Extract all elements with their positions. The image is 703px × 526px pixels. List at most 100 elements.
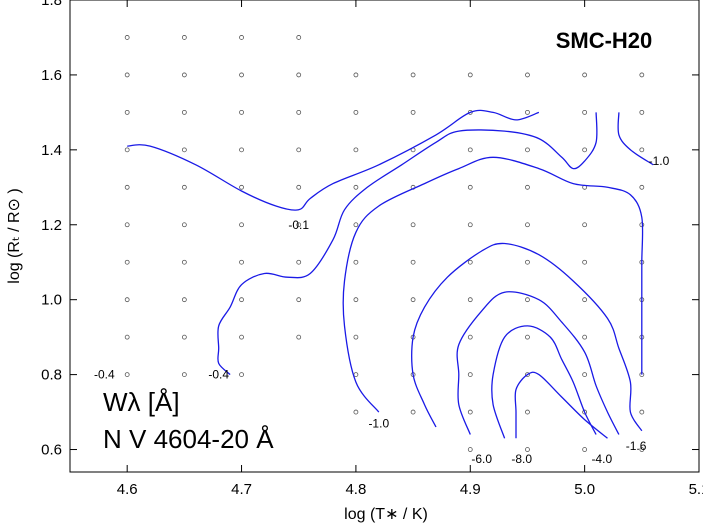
- contour-line: [514, 371, 608, 439]
- model-point: [467, 409, 473, 415]
- axis-ticks: 4.6 4.7 4.8 4.9 5.0 5.1 0.6 0.8 1.0 1.2 1.4 1.6 1.8: [41, 0, 703, 498]
- model-point: [296, 184, 302, 190]
- model-point: [410, 222, 416, 228]
- model-point: [639, 409, 645, 415]
- model-point: [467, 184, 473, 190]
- contour-label: -6.0: [471, 452, 492, 466]
- x-tick-label: 5.1: [689, 481, 703, 498]
- model-point: [639, 147, 645, 153]
- y-tick-label: 1.8: [41, 0, 62, 9]
- y-axis-label: log (Rₜ / R⊙ ): [6, 188, 23, 283]
- model-point: [410, 72, 416, 78]
- model-point: [239, 35, 244, 40]
- annotation-line-1: Wλ [Å]: [103, 387, 180, 417]
- model-point: [181, 222, 187, 228]
- model-point: [582, 222, 588, 228]
- model-point: [239, 372, 244, 378]
- x-tick-label: 4.8: [345, 481, 366, 498]
- model-point: [296, 259, 302, 265]
- model-point: [582, 259, 588, 265]
- contour-label: -0.4: [208, 368, 229, 382]
- model-point: [181, 372, 187, 378]
- model-point: [181, 297, 187, 303]
- model-point: [296, 147, 302, 153]
- contour-line: [456, 291, 620, 435]
- model-point: [239, 147, 244, 153]
- model-point: [467, 372, 473, 378]
- contour-lines: [127, 109, 654, 439]
- model-point: [582, 447, 588, 452]
- model-point: [353, 72, 359, 78]
- model-point: [525, 447, 530, 452]
- contour-line: [411, 242, 643, 432]
- contour-line: [491, 325, 597, 439]
- contour-line: [617, 112, 654, 166]
- model-point: [582, 297, 588, 303]
- model-point: [639, 72, 645, 78]
- model-point: [353, 147, 359, 153]
- model-point: [296, 35, 302, 40]
- x-tick-label: 4.7: [231, 481, 252, 498]
- model-point: [124, 372, 130, 378]
- model-point: [124, 259, 130, 265]
- model-point: [525, 297, 530, 303]
- model-point: [353, 334, 359, 340]
- contour-line: [342, 156, 644, 413]
- y-tick-label: 1.0: [41, 292, 62, 309]
- model-point: [124, 184, 130, 190]
- chart-title: SMC-H20: [556, 28, 653, 53]
- x-tick-label: 4.6: [117, 481, 138, 498]
- model-point: [353, 372, 359, 378]
- model-point: [239, 259, 244, 265]
- annotation-line-2: N V 4604-20 Å: [103, 424, 274, 454]
- contour-label: -1.0: [649, 154, 670, 168]
- model-point: [353, 297, 359, 303]
- y-tick-label: 0.8: [41, 367, 62, 384]
- contour-labels: -0.1 -0.4 -0.4 -1.0 -1.0 -1.6 -4.0 -6.0 -8.0: [94, 154, 670, 466]
- model-point: [525, 409, 530, 415]
- model-point: [467, 72, 473, 78]
- model-grid-points: [124, 35, 645, 452]
- model-point: [353, 259, 359, 265]
- model-point: [181, 259, 187, 265]
- model-point: [124, 222, 130, 228]
- model-point: [582, 409, 588, 415]
- model-point: [525, 184, 530, 190]
- model-point: [467, 334, 473, 340]
- model-point: [181, 334, 187, 340]
- model-point: [639, 184, 645, 190]
- model-point: [181, 35, 187, 40]
- x-tick-label: 4.9: [460, 481, 481, 498]
- model-point: [124, 72, 130, 78]
- model-point: [467, 259, 473, 265]
- model-point: [525, 147, 530, 153]
- model-point: [239, 109, 244, 115]
- y-tick-label: 1.2: [41, 217, 62, 234]
- contour-label: -1.0: [368, 416, 389, 430]
- model-point: [582, 72, 588, 78]
- model-point: [467, 297, 473, 303]
- model-point: [124, 297, 130, 303]
- model-point: [582, 334, 588, 340]
- model-point: [467, 222, 473, 228]
- model-point: [296, 334, 302, 340]
- model-point: [410, 409, 416, 415]
- model-point: [525, 222, 530, 228]
- model-point: [296, 297, 302, 303]
- model-point: [467, 147, 473, 153]
- model-point: [239, 334, 244, 340]
- model-point: [296, 222, 302, 228]
- contour-label: -4.0: [591, 452, 612, 466]
- model-point: [181, 109, 187, 115]
- model-point: [410, 297, 416, 303]
- x-axis-label: log (T∗ / K): [344, 506, 428, 523]
- model-point: [124, 147, 130, 153]
- model-point: [124, 334, 130, 340]
- model-point: [124, 35, 130, 40]
- model-point: [410, 259, 416, 265]
- model-point: [181, 147, 187, 153]
- y-tick-label: 0.6: [41, 442, 62, 459]
- contour-label: -1.6: [626, 439, 647, 453]
- model-point: [239, 72, 244, 78]
